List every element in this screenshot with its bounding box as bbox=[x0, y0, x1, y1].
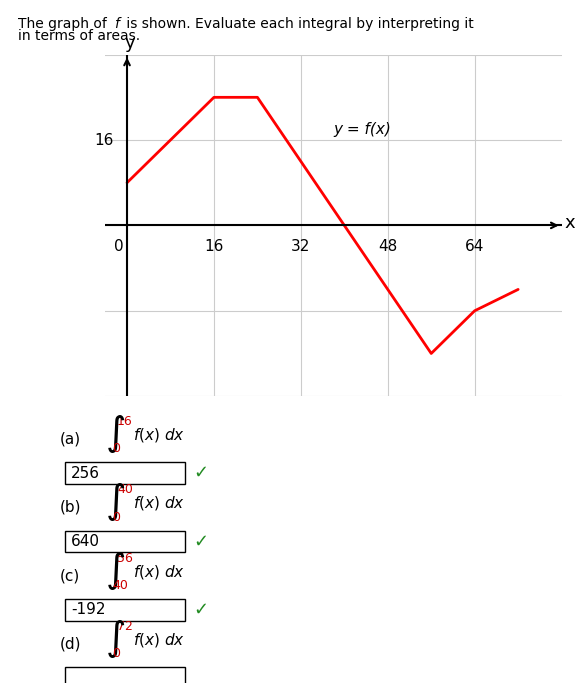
Text: ✓: ✓ bbox=[193, 464, 208, 482]
Text: 40: 40 bbox=[117, 484, 133, 497]
Text: 56: 56 bbox=[117, 552, 133, 565]
Text: 40: 40 bbox=[112, 579, 128, 592]
Text: $f(x)$ $dx$: $f(x)$ $dx$ bbox=[133, 494, 185, 512]
Text: $\int$: $\int$ bbox=[105, 482, 125, 523]
Text: is shown. Evaluate each integral by interpreting it: is shown. Evaluate each integral by inte… bbox=[122, 17, 478, 31]
Text: 0: 0 bbox=[112, 647, 120, 660]
Text: 48: 48 bbox=[378, 239, 397, 253]
Text: y: y bbox=[125, 34, 135, 52]
Text: (c): (c) bbox=[60, 568, 80, 583]
FancyBboxPatch shape bbox=[65, 462, 185, 484]
Text: $\int$: $\int$ bbox=[105, 550, 125, 591]
Text: 64: 64 bbox=[465, 239, 484, 253]
Text: (b): (b) bbox=[60, 500, 81, 515]
Text: $f(x)$ $dx$: $f(x)$ $dx$ bbox=[133, 563, 185, 581]
Text: in terms of areas.: in terms of areas. bbox=[18, 29, 140, 42]
Text: 0: 0 bbox=[114, 239, 123, 253]
Text: 72: 72 bbox=[117, 620, 133, 633]
Text: $\int$: $\int$ bbox=[105, 618, 125, 660]
Text: ✓: ✓ bbox=[193, 533, 208, 550]
Text: ✓: ✓ bbox=[193, 601, 208, 619]
Text: x: x bbox=[565, 214, 575, 232]
Text: 16: 16 bbox=[204, 239, 223, 253]
Text: 32: 32 bbox=[291, 239, 311, 253]
Text: The graph of: The graph of bbox=[18, 17, 111, 31]
Text: 256: 256 bbox=[71, 466, 100, 481]
Text: -192: -192 bbox=[71, 602, 105, 617]
Text: 0: 0 bbox=[112, 443, 120, 456]
FancyBboxPatch shape bbox=[65, 599, 185, 621]
Text: (a): (a) bbox=[60, 432, 81, 447]
Text: $\int$: $\int$ bbox=[105, 413, 125, 455]
Text: 16: 16 bbox=[117, 415, 133, 428]
FancyBboxPatch shape bbox=[65, 531, 185, 553]
Text: f: f bbox=[114, 17, 119, 31]
Text: y = f(x): y = f(x) bbox=[333, 122, 391, 137]
Text: 0: 0 bbox=[112, 511, 120, 524]
Text: 16: 16 bbox=[94, 133, 113, 148]
Text: $f(x)$ $dx$: $f(x)$ $dx$ bbox=[133, 426, 185, 444]
Text: $f(x)$ $dx$: $f(x)$ $dx$ bbox=[133, 631, 185, 649]
FancyBboxPatch shape bbox=[65, 667, 185, 683]
Text: 640: 640 bbox=[71, 534, 100, 549]
Text: (d): (d) bbox=[60, 637, 81, 652]
